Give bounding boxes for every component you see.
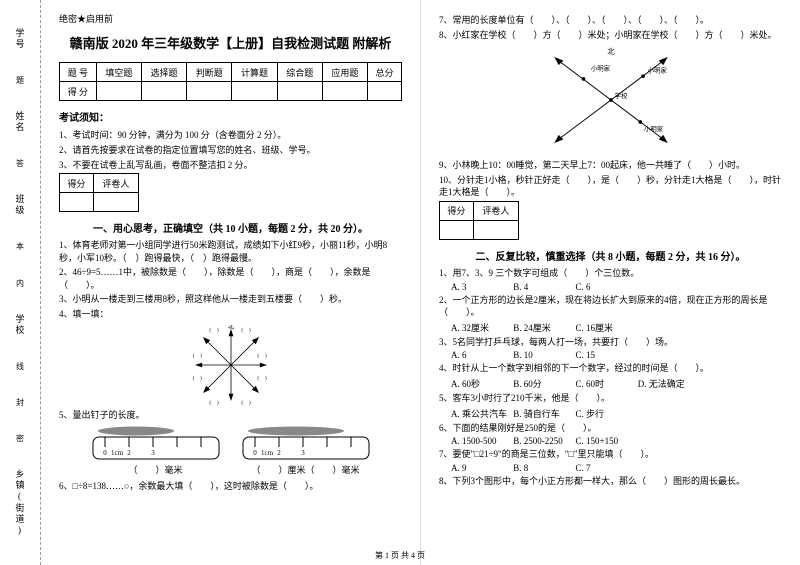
exam-title: 赣南版 2020 年三年级数学【上册】自我检测试题 附解析	[59, 33, 402, 52]
ruler-2: 0 1cm 2 3 （ ）厘米（ ）毫米	[241, 425, 371, 476]
binding-margin: 学号 题 姓名 答 班级 本 内 学校 线 封 密 乡镇(街道)	[0, 0, 41, 565]
svg-text:3: 3	[151, 449, 155, 457]
scorebox: 得分评卷人	[59, 173, 139, 212]
q6: 6、□÷8=138……○，余数最大填（ ），这时被除数是（ ）。	[59, 480, 402, 493]
compass-north: 北	[227, 325, 234, 330]
scorebox-2: 得分评卷人	[439, 201, 519, 240]
score-col: 计算题	[232, 63, 277, 82]
score-col: 题 号	[60, 63, 97, 82]
svg-text:( ): ( )	[241, 326, 250, 333]
svg-text:( ): ( )	[209, 326, 218, 333]
mc-q5-opts: A. 乘公共汽车 B. 骑自行车 C. 步行	[451, 407, 782, 420]
binding-mark: 线	[16, 361, 24, 372]
notice-item: 2、请首先按要求在试卷的指定位置填写您的姓名、班级、学号。	[59, 143, 402, 156]
mc-q3: 3、5名同学打乒乓球，每两人打一场，共要打（ ）场。	[439, 336, 782, 349]
notice-item: 3、不要在试卷上乱写乱画，卷面不整洁扣 2 分。	[59, 158, 402, 171]
svg-text:北: 北	[607, 47, 615, 56]
binding-label: 班级	[14, 194, 27, 216]
score-col: 判断题	[187, 63, 232, 82]
mc-q2-opts: A. 32厘米 B. 24厘米 C. 16厘米	[451, 321, 782, 334]
ruler-caption-1: （ ）毫米	[91, 463, 221, 476]
q9: 9、小林晚上10：00睡觉，第二天早上7：00起床，他一共睡了（ ）小时。	[439, 159, 782, 172]
scorebox-c1: 得分	[60, 174, 94, 193]
svg-text:小明家: 小明家	[647, 66, 667, 75]
mc-q7: 7、要使"□21÷9"的商是三位数，"□"里只能填（ ）。	[439, 448, 782, 461]
svg-text:2: 2	[277, 449, 281, 457]
score-col: 总分	[368, 63, 402, 82]
section1-title: 一、用心思考，正确填空（共 10 小题，每题 2 分，共 20 分）。	[59, 220, 402, 235]
ruler-row: 0 1cm 2 3 （ ）毫米 0 1cm 2 3 （ ）厘米（ ）毫米	[59, 425, 402, 476]
svg-text:1cm: 1cm	[260, 449, 273, 457]
binding-mark: 答	[16, 158, 24, 169]
secret-label: 绝密★启用前	[59, 12, 402, 25]
q5: 5、量出钉子的长度。	[59, 409, 402, 422]
score-col: 综合题	[277, 63, 322, 82]
x-diagram: 北 小明家 小明家 学校 小明家	[536, 45, 686, 155]
binding-mark: 封	[16, 397, 24, 408]
score-table: 题 号 填空题 选择题 判断题 计算题 综合题 应用题 总分 得 分	[59, 62, 402, 101]
mc-q1: 1、用7、3、9 三个数字可组成（ ）个三位数。	[439, 267, 782, 280]
svg-text:( ): ( )	[241, 399, 250, 405]
scorebox-c2: 评卷人	[93, 174, 138, 193]
score-row-label: 得 分	[60, 82, 97, 101]
mc-q2: 2、一个正方形的边长是2厘米，现在将边长扩大到原来的4倍，现在正方形的周长是（ …	[439, 294, 782, 319]
score-col: 填空题	[96, 63, 141, 82]
binding-label: 乡镇(街道)	[14, 469, 27, 537]
binding-mark: 密	[16, 433, 24, 444]
svg-text:2: 2	[127, 449, 131, 457]
notice-list: 1、考试时间：90 分钟，满分为 100 分（含卷面分 2 分）。 2、请首先按…	[59, 128, 402, 171]
notice-head: 考试须知：	[59, 109, 402, 124]
q3: 3、小明从一楼走到三楼用8秒，照这样他从一楼走到五楼要（ ）秒。	[59, 293, 402, 306]
svg-text:0: 0	[253, 449, 257, 457]
ruler-1: 0 1cm 2 3 （ ）毫米	[91, 425, 221, 476]
right-column: 7、常用的长度单位有（ ）、（ ）、（ ）、（ ）、（ ）。 8、小红家在学校（…	[421, 0, 800, 565]
ruler-caption-2: （ ）厘米（ ）毫米	[241, 463, 371, 476]
q2: 2、46÷9=5……1中，被除数是（ ），除数是（ ），商是（ ），余数是（ ）…	[59, 266, 402, 291]
mc-q8: 8、下列3个图形中，每个小正方形都一样大，那么（ ）图形的周长最长。	[439, 475, 782, 488]
score-col: 选择题	[141, 63, 186, 82]
mc-q6: 6、下面的结果刚好是250的是（ ）。	[439, 422, 782, 435]
compass-diagram: 北 ( ) ( ) ( ) ( ) ( ) ( ) ( ) ( )	[191, 325, 271, 405]
binding-mark: 内	[16, 278, 24, 289]
mc-q7-opts: A. 9 B. 8 C. 7	[451, 463, 782, 473]
binding-label: 姓名	[14, 111, 27, 133]
q7: 7、常用的长度单位有（ ）、（ ）、（ ）、（ ）、（ ）。	[439, 14, 782, 27]
svg-text:小明家: 小明家	[644, 124, 664, 133]
mc-q5: 5、客车3小时行了210千米，他是（ ）。	[439, 392, 782, 405]
notice-item: 1、考试时间：90 分钟，满分为 100 分（含卷面分 2 分）。	[59, 128, 402, 141]
q8: 8、小红家在学校（ ）方（ ）米处；小明家在学校（ ）方（ ）米处。	[439, 29, 782, 42]
q1: 1、体育老师对第一小组同学进行50米跑测试，成绩如下小红9秒，小丽11秒，小明8…	[59, 239, 402, 264]
binding-mark: 题	[16, 75, 24, 86]
page-footer: 第 1 页 共 4 页	[0, 550, 800, 561]
mc-q3-opts: A. 6 B. 10 C. 15	[451, 350, 782, 360]
binding-label: 学校	[14, 314, 27, 336]
svg-text:( ): ( )	[192, 352, 201, 359]
mc-q4-opts: A. 60秒 B. 60分 C. 60时 D. 无法确定	[451, 377, 782, 390]
mc-q6-opts: A. 1500-500 B. 2500-2250 C. 150+150	[451, 436, 782, 446]
svg-text:小明家: 小明家	[590, 64, 610, 73]
svg-text:3: 3	[301, 449, 305, 457]
svg-text:1cm: 1cm	[110, 449, 123, 457]
svg-text:( ): ( )	[257, 352, 266, 359]
svg-text:学校: 学校	[614, 91, 627, 100]
q4: 4、填一填：	[59, 308, 402, 321]
mc-q1-opts: A. 3 B. 4 C. 6	[451, 282, 782, 292]
svg-text:0: 0	[103, 449, 107, 457]
svg-text:( ): ( )	[257, 374, 266, 381]
score-col: 应用题	[322, 63, 367, 82]
binding-label: 学号	[14, 28, 27, 50]
left-column: 绝密★启用前 赣南版 2020 年三年级数学【上册】自我检测试题 附解析 题 号…	[41, 0, 421, 565]
svg-text:( ): ( )	[209, 399, 218, 405]
section2-title: 二、反复比较，慎重选择（共 8 小题，每题 2 分，共 16 分）。	[439, 248, 782, 263]
binding-mark: 本	[16, 241, 24, 252]
mc-q4: 4、时针从上一个数字到相邻的下一个数字，经过的时间是（ ）。	[439, 362, 782, 375]
svg-text:( ): ( )	[192, 374, 201, 381]
q10: 10、分针走1小格，秒针正好走（ ），是（ ）秒，分针走1大格是（ ），时针走1…	[439, 174, 782, 199]
